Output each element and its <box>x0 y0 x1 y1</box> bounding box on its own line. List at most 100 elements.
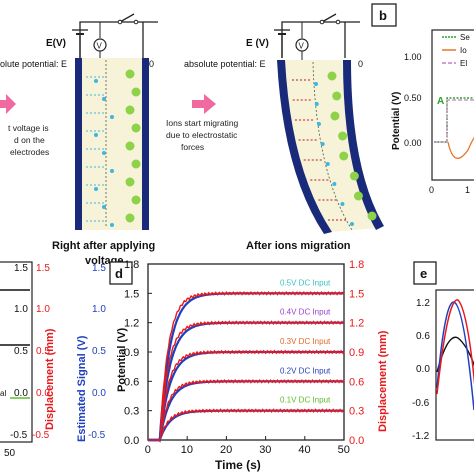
blue-ion <box>314 82 318 86</box>
arrow-text-line-1: Ions start migrating <box>166 118 239 128</box>
panel-d-ytick-label-right: 1.8 <box>349 259 364 271</box>
green-ion <box>349 171 359 181</box>
panel-c-right-tick: -0.5 <box>32 430 50 441</box>
panel-b: b Potential (V) 1.00 0.50 0.00 0 1 Se Io… <box>371 3 474 195</box>
blue-ion <box>110 169 114 173</box>
series-el <box>434 99 474 143</box>
panel-e-ytick: 0.6 <box>416 331 430 342</box>
blue-ion <box>332 182 337 186</box>
panel-b-xtick-1: 0 <box>429 185 434 195</box>
green-ion <box>131 87 141 97</box>
panel-c-right-tick: 1.0 <box>36 304 50 315</box>
arrow-text-line-2: due to electrostatic <box>166 130 238 140</box>
panel-d-xtick-label: 0 <box>145 444 151 456</box>
green-ion <box>125 213 135 223</box>
panel-e: e 1.2 0.6 0.0 -0.6 -1.2 <box>412 261 474 442</box>
panel-e-ytick: -0.6 <box>412 398 430 409</box>
switch-contact <box>319 19 325 25</box>
panel-d-xtick-label: 30 <box>259 444 271 456</box>
switch-contact <box>133 19 139 25</box>
panel-c-left-tick: -0.5 <box>10 430 28 441</box>
circuit-wire <box>281 21 360 58</box>
panel-b-xtick-2: 1 <box>465 185 470 195</box>
panel-c-left-tick: 1.0 <box>14 304 28 315</box>
ion-particles <box>292 71 377 226</box>
blue-ion <box>110 115 114 119</box>
switch-contact <box>117 19 123 25</box>
absolute-potential-label: absolute potential: E <box>184 59 266 69</box>
panel-d-displacement-trace <box>148 349 345 443</box>
panel-d-series-label: 0.2V DC Input <box>280 366 331 375</box>
panel-d-displacement-trace <box>148 378 345 443</box>
blue-ion <box>102 151 106 155</box>
green-ion <box>339 151 349 161</box>
green-ion <box>131 195 141 205</box>
panel-d-displacement-trace <box>148 290 345 441</box>
panel-e-ytick: 0.0 <box>416 364 430 375</box>
panel-b-label: b <box>379 8 387 23</box>
panel-d-xtick-label: 40 <box>298 444 310 456</box>
green-ion <box>338 131 348 141</box>
green-ion <box>131 123 141 133</box>
pink-arrow-icon <box>0 94 16 114</box>
panel-d-ylabel-left: Potential (V) <box>116 327 128 392</box>
panel-d-displacement-trace <box>148 320 345 441</box>
panel-c-left-tick: 0.0 <box>14 388 28 399</box>
arrow-text-line-3: forces <box>181 142 204 152</box>
panel-d-series-label: 0.1V DC Input <box>280 396 331 405</box>
pink-arrow-icon <box>192 94 216 114</box>
blue-ion <box>340 202 345 206</box>
panel-b-plot-frame <box>431 29 474 181</box>
absolute-potential-label: olute potential: E <box>0 59 67 69</box>
green-ion <box>131 159 141 169</box>
panel-b-ylabel: Potential (V) <box>391 92 402 150</box>
panel-c-ylabel-blue: Estimated Signal (V) <box>76 335 88 442</box>
center-dashed-line <box>312 61 353 231</box>
schematic-after: Ions start migrating due to electrostati… <box>166 13 384 234</box>
green-ion <box>367 211 377 221</box>
panel-c-xtick: 50 <box>4 448 16 459</box>
green-ion <box>125 69 135 79</box>
panel-c-plot-frame <box>0 261 33 443</box>
panel-d-ytick-label: 1.2 <box>124 318 139 330</box>
bent-polymer-membrane <box>284 60 378 232</box>
panel-c-blue-tick: 1.0 <box>92 304 106 315</box>
arrow-text-line-1: t voltage is <box>8 123 49 133</box>
panel-c-blue-tick: 0.0 <box>92 388 106 399</box>
legend-entry-3: El <box>460 59 467 68</box>
panel-d-ylabel-right: Displacement (mm) <box>377 330 389 432</box>
voltmeter-glyph: V <box>299 42 305 51</box>
right-electrode <box>142 58 149 230</box>
left-electrode <box>75 58 82 230</box>
panel-b-ytick-2: 0.50 <box>404 93 422 103</box>
arrow-text-line-2: d on the <box>14 135 45 145</box>
panel-d-ytick-label-right: 0.3 <box>349 406 364 418</box>
schematic-before: t voltage is d on the electrodes V E(V) … <box>0 13 158 230</box>
panel-c-blue-tick: 1.5 <box>92 263 106 274</box>
panel-c-left-tick: 0.5 <box>14 346 28 357</box>
panel-c: 1.5 1.0 0.5 0.0 -0.5 al 50 Displacement … <box>0 261 106 459</box>
green-ion <box>125 141 135 151</box>
blue-ion <box>320 142 325 146</box>
green-ion <box>125 177 135 187</box>
panel-e-plot-frame <box>435 289 474 441</box>
panel-e-label-box <box>413 261 437 285</box>
green-ion <box>353 191 363 201</box>
panel-c-right-tick: 0.0 <box>36 388 50 399</box>
panel-e-ytick: 1.2 <box>416 298 430 309</box>
blue-ion <box>94 187 98 191</box>
panel-d-ytick-label: 0.6 <box>124 376 139 388</box>
legend-entry-2: Io <box>460 46 467 55</box>
panel-d-ytick-label-right: 1.2 <box>349 318 364 330</box>
panel-d-xtick-label: 20 <box>220 444 232 456</box>
blue-ion <box>350 222 354 226</box>
blue-ion <box>94 79 98 83</box>
panel-d-series-label: 0.3V DC Input <box>280 337 331 346</box>
panel-d-ytick-label: 0.3 <box>124 406 139 418</box>
panel-e-red-trace <box>436 299 474 395</box>
panel-d-ytick-label-right: 1.5 <box>349 288 364 300</box>
panel-d-ytick-label: 0.9 <box>124 347 139 359</box>
blue-ion <box>316 122 321 126</box>
